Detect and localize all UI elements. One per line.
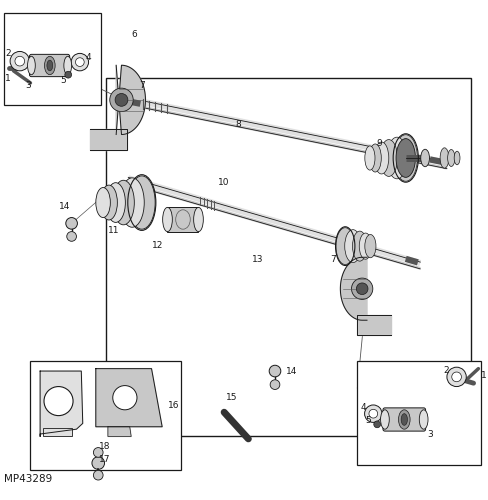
Ellipse shape: [27, 56, 35, 74]
Polygon shape: [89, 129, 126, 150]
Text: 3: 3: [25, 81, 31, 90]
Circle shape: [269, 380, 279, 390]
Bar: [42, 428, 71, 436]
Text: 15: 15: [225, 393, 237, 402]
Circle shape: [44, 386, 73, 416]
Bar: [357, 362, 480, 466]
Text: 7: 7: [139, 81, 144, 90]
Ellipse shape: [112, 180, 134, 225]
Polygon shape: [340, 258, 366, 320]
Text: 4: 4: [85, 53, 91, 62]
Ellipse shape: [439, 148, 448, 168]
Ellipse shape: [368, 144, 381, 172]
Text: 9: 9: [375, 139, 381, 148]
Text: 12: 12: [151, 240, 163, 250]
Circle shape: [66, 218, 77, 229]
Circle shape: [65, 72, 71, 78]
Circle shape: [451, 372, 461, 382]
Text: 17: 17: [99, 454, 110, 464]
Ellipse shape: [364, 146, 374, 170]
Text: 16: 16: [168, 402, 179, 410]
Bar: [4, 12, 101, 104]
Circle shape: [71, 54, 88, 71]
Ellipse shape: [193, 208, 203, 232]
Circle shape: [368, 410, 377, 418]
Circle shape: [15, 56, 24, 66]
Text: 10: 10: [218, 178, 229, 186]
Polygon shape: [96, 368, 162, 427]
Circle shape: [93, 470, 103, 480]
Ellipse shape: [453, 151, 459, 165]
Ellipse shape: [352, 231, 366, 261]
Text: 13: 13: [252, 255, 263, 264]
Polygon shape: [357, 316, 390, 334]
Ellipse shape: [380, 410, 388, 429]
Text: 5: 5: [61, 76, 66, 85]
Ellipse shape: [386, 137, 407, 179]
Circle shape: [92, 457, 104, 469]
Text: 1: 1: [5, 74, 11, 82]
Circle shape: [75, 58, 84, 66]
Bar: [167, 208, 198, 232]
Ellipse shape: [420, 150, 428, 166]
Circle shape: [115, 94, 128, 106]
Ellipse shape: [379, 140, 397, 176]
Text: MP43289: MP43289: [4, 474, 52, 484]
Polygon shape: [116, 66, 145, 134]
Ellipse shape: [163, 208, 172, 232]
Ellipse shape: [393, 134, 417, 181]
FancyBboxPatch shape: [382, 408, 425, 431]
Text: 6: 6: [131, 30, 137, 39]
Text: 1: 1: [480, 372, 486, 380]
Ellipse shape: [395, 138, 415, 177]
Ellipse shape: [100, 185, 117, 220]
Ellipse shape: [344, 230, 361, 262]
Text: 8: 8: [235, 120, 241, 128]
Polygon shape: [40, 371, 82, 436]
Ellipse shape: [398, 410, 409, 429]
Bar: [30, 362, 180, 470]
Text: 2: 2: [442, 366, 448, 374]
Ellipse shape: [418, 410, 427, 429]
Circle shape: [373, 421, 380, 428]
Circle shape: [113, 386, 137, 410]
Circle shape: [67, 232, 76, 241]
Text: 14: 14: [59, 202, 70, 211]
Text: 5: 5: [365, 416, 370, 425]
Ellipse shape: [400, 414, 407, 426]
Ellipse shape: [359, 233, 371, 259]
Text: 3: 3: [426, 430, 432, 440]
Ellipse shape: [120, 178, 144, 227]
Circle shape: [93, 448, 103, 458]
Ellipse shape: [44, 56, 55, 74]
Circle shape: [364, 405, 381, 422]
Ellipse shape: [335, 228, 354, 264]
Circle shape: [268, 366, 280, 377]
FancyBboxPatch shape: [29, 54, 69, 76]
Ellipse shape: [47, 60, 53, 71]
Circle shape: [109, 88, 133, 112]
Text: 14: 14: [285, 366, 297, 376]
Ellipse shape: [96, 188, 110, 218]
Ellipse shape: [64, 56, 71, 74]
Text: 18: 18: [99, 442, 110, 450]
Ellipse shape: [373, 142, 388, 174]
Ellipse shape: [364, 234, 375, 258]
Circle shape: [10, 52, 29, 71]
Text: 2: 2: [5, 50, 11, 58]
Circle shape: [356, 283, 367, 294]
Text: 7: 7: [330, 255, 336, 264]
Ellipse shape: [106, 182, 125, 222]
Text: 4: 4: [360, 403, 366, 412]
Circle shape: [446, 367, 466, 386]
Ellipse shape: [447, 150, 454, 166]
Polygon shape: [108, 427, 131, 436]
Ellipse shape: [128, 176, 155, 229]
Circle shape: [351, 278, 372, 299]
Text: 11: 11: [108, 226, 119, 235]
Bar: [105, 78, 470, 436]
